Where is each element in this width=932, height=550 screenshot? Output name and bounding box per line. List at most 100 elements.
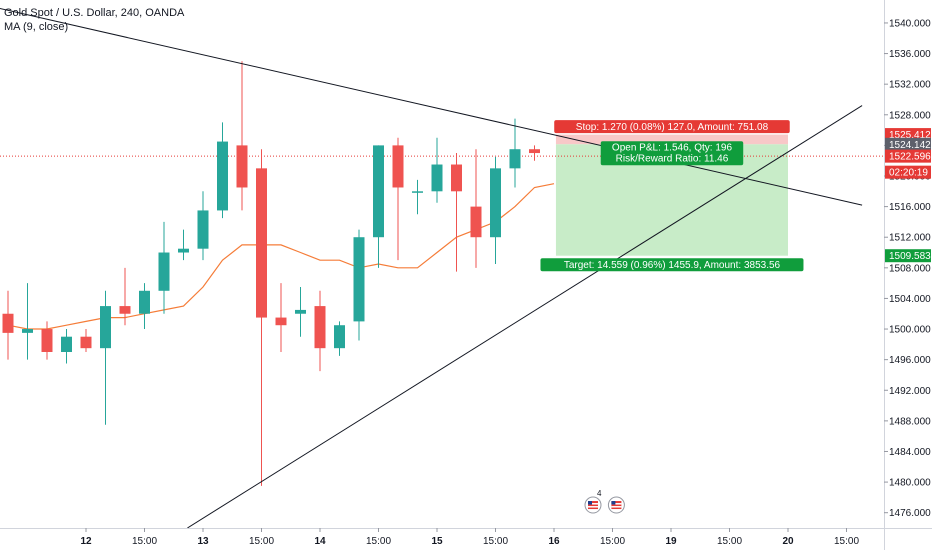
candle-body bbox=[509, 149, 521, 169]
candle bbox=[178, 229, 189, 261]
candle-body bbox=[314, 306, 326, 349]
candle-body bbox=[139, 290, 150, 314]
candle-body bbox=[353, 237, 365, 322]
price-tick-label: 1540.000 bbox=[889, 18, 931, 29]
us-flag-event-icon[interactable] bbox=[607, 496, 625, 514]
candle bbox=[431, 137, 443, 203]
candle bbox=[353, 229, 365, 341]
candle bbox=[412, 179, 423, 215]
price-tag-text: 1525.412 bbox=[889, 130, 931, 141]
plot-area[interactable]: Stop: 1.270 (0.08%) 127.0, Amount: 751.0… bbox=[0, 7, 884, 528]
price-tag: 1522.596 bbox=[885, 149, 931, 163]
candle bbox=[61, 329, 72, 364]
trend-line[interactable] bbox=[187, 105, 863, 528]
flag-canton bbox=[588, 501, 592, 505]
candle bbox=[470, 149, 482, 268]
trend-line[interactable] bbox=[0, 7, 863, 206]
candle bbox=[217, 122, 228, 219]
price-tick-label: 1480.000 bbox=[889, 478, 931, 489]
target-label-box bbox=[540, 258, 804, 272]
candle bbox=[529, 145, 540, 161]
time-tick-label: 15 bbox=[431, 536, 443, 547]
risk-reward-text: Risk/Reward Ratio: 11.46 bbox=[616, 153, 729, 164]
time-tick-label: 20 bbox=[782, 536, 794, 547]
candle bbox=[22, 283, 33, 360]
candle bbox=[373, 145, 384, 268]
price-tag: 1509.583 bbox=[885, 249, 931, 263]
price-tick-label: 1492.000 bbox=[889, 386, 931, 397]
symbol-title[interactable]: Gold Spot / U.S. Dollar, 240, OANDA bbox=[4, 7, 185, 19]
time-tick-label: 15:00 bbox=[483, 536, 508, 547]
candle-body bbox=[275, 317, 287, 326]
candle-body bbox=[217, 141, 228, 211]
candle bbox=[295, 286, 306, 337]
price-tag-box bbox=[885, 149, 931, 163]
time-tick-label: 12 bbox=[80, 536, 92, 547]
candle bbox=[158, 221, 170, 314]
time-tick-label: 15:00 bbox=[717, 536, 742, 547]
candle-body bbox=[256, 168, 267, 318]
price-tag: 1524.142 bbox=[885, 137, 931, 151]
time-axis[interactable]: 12 15:00 13 15:00 14 15:00 15 15:00 16 15:00 19 15:… bbox=[80, 528, 859, 547]
time-tick-label: 15:00 bbox=[132, 536, 157, 547]
candle-body bbox=[41, 329, 53, 352]
time-tick-label: 15:00 bbox=[366, 536, 391, 547]
price-tick-label: 1532.000 bbox=[889, 80, 931, 91]
price-tag-text: 02:20:19 bbox=[889, 168, 928, 179]
candle-body bbox=[295, 309, 306, 314]
candle-body bbox=[490, 168, 501, 238]
candle bbox=[451, 153, 462, 272]
time-tick-label: 15:00 bbox=[834, 536, 859, 547]
time-tick-label: 15:00 bbox=[600, 536, 625, 547]
stop-label-text: Stop: 1.270 (0.08%) 127.0, Amount: 751.0… bbox=[576, 122, 769, 133]
target-label[interactable]: Target: 14.559 (0.96%) 1455.9, Amount: 3… bbox=[540, 258, 804, 272]
candle bbox=[392, 137, 404, 261]
time-tick-label: 16 bbox=[548, 536, 560, 547]
flag-stripe bbox=[588, 503, 598, 505]
candle-body bbox=[431, 164, 443, 192]
stop-label-box bbox=[554, 120, 790, 134]
candle-body bbox=[2, 313, 14, 333]
price-tag: 02:20:19 bbox=[885, 165, 931, 179]
candle bbox=[80, 329, 92, 352]
flag-stripes bbox=[611, 501, 622, 510]
candle-body bbox=[470, 206, 482, 238]
flag-stripe bbox=[611, 506, 622, 508]
candle-body bbox=[334, 325, 345, 349]
candle-body bbox=[529, 149, 540, 154]
candle-body bbox=[22, 329, 33, 333]
target-label-text: Target: 14.559 (0.96%) 1455.9, Amount: 3… bbox=[564, 260, 781, 271]
price-tag-text: 1522.596 bbox=[889, 152, 931, 163]
candle-body bbox=[373, 145, 384, 238]
price-axis[interactable]: 1476.000 1480.000 1484.000 1488.000 1492.000… bbox=[884, 18, 931, 519]
candle bbox=[100, 290, 111, 425]
price-tag-box bbox=[885, 165, 931, 179]
price-tick-label: 1528.000 bbox=[889, 110, 931, 121]
price-tag-box bbox=[885, 137, 931, 151]
candle-body bbox=[236, 145, 248, 188]
candle bbox=[314, 290, 326, 372]
us-flag-event-icon[interactable]: 4 bbox=[584, 489, 602, 514]
stop-zone[interactable] bbox=[555, 134, 788, 145]
event-count-badge: 4 bbox=[597, 489, 602, 498]
candle-body bbox=[61, 336, 72, 352]
flag-stripe bbox=[611, 503, 622, 505]
price-tick-label: 1504.000 bbox=[889, 294, 931, 305]
price-tag-text: 1524.142 bbox=[889, 140, 931, 151]
flag-stripe bbox=[588, 506, 598, 508]
price-tick-label: 1516.000 bbox=[889, 202, 931, 213]
price-tick-label: 1500.000 bbox=[889, 325, 931, 336]
candle bbox=[119, 267, 131, 326]
time-tick-label: 13 bbox=[197, 536, 209, 547]
price-tick-label: 1512.000 bbox=[889, 233, 931, 244]
indicator-label[interactable]: MA (9, close) bbox=[4, 21, 69, 33]
pnl-label-text: Open P&L: 1.546, Qty: 196 bbox=[612, 142, 733, 153]
price-tag-text: 1509.583 bbox=[889, 251, 931, 262]
stop-label[interactable]: Stop: 1.270 (0.08%) 127.0, Amount: 751.0… bbox=[554, 120, 790, 133]
flag-stripes bbox=[588, 501, 598, 510]
price-tick-label: 1496.000 bbox=[889, 355, 931, 366]
candle bbox=[2, 290, 14, 360]
candle bbox=[139, 283, 150, 330]
